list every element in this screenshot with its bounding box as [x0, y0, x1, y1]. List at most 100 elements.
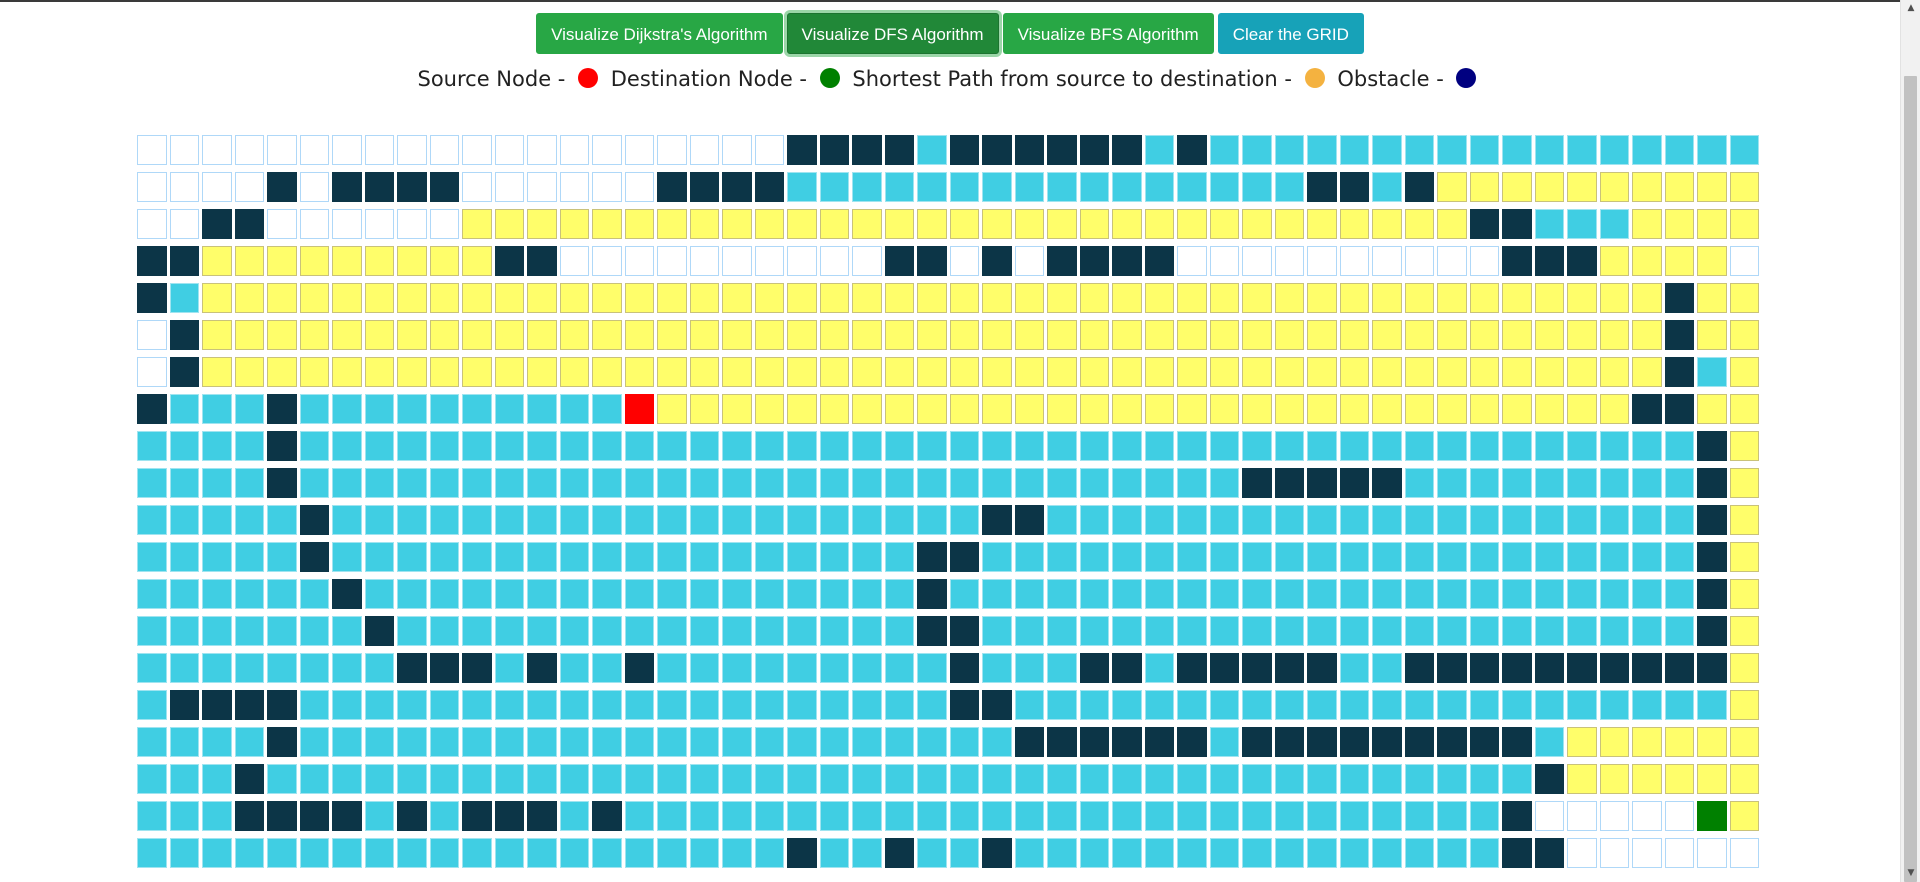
grid-cell-visited[interactable] [852, 579, 882, 609]
grid-cell-visited[interactable] [137, 764, 167, 794]
grid-cell-unvisited[interactable] [722, 246, 752, 276]
grid-cell-visited[interactable] [462, 468, 492, 498]
grid-cell-path[interactable] [1632, 320, 1662, 350]
grid-cell-path[interactable] [787, 394, 817, 424]
grid-cell-visited[interactable] [202, 542, 232, 572]
grid-cell-obstacle[interactable] [234, 690, 264, 720]
grid-cell-visited[interactable] [982, 172, 1012, 202]
grid-cell-visited[interactable] [592, 431, 622, 461]
grid-cell-visited[interactable] [722, 616, 752, 646]
grid-cell-visited[interactable] [1469, 468, 1499, 498]
grid-cell-visited[interactable] [202, 579, 232, 609]
grid-cell-visited[interactable] [852, 431, 882, 461]
grid-cell-path[interactable] [949, 209, 979, 239]
grid-cell-obstacle[interactable] [1112, 135, 1142, 165]
grid-cell-obstacle[interactable] [1144, 727, 1174, 757]
grid-cell-visited[interactable] [1014, 764, 1044, 794]
grid-cell-visited[interactable] [787, 690, 817, 720]
grid-cell-obstacle[interactable] [1242, 468, 1272, 498]
grid-cell-visited[interactable] [1209, 468, 1239, 498]
grid-cell-path[interactable] [299, 283, 329, 313]
grid-cell-path[interactable] [202, 320, 232, 350]
grid-cell-visited[interactable] [1372, 135, 1402, 165]
grid-cell-unvisited[interactable] [592, 135, 622, 165]
grid-cell-visited[interactable] [559, 431, 589, 461]
grid-cell-visited[interactable] [1177, 838, 1207, 868]
grid-cell-visited[interactable] [1567, 616, 1597, 646]
grid-cell-path[interactable] [1534, 394, 1564, 424]
grid-cell-visited[interactable] [689, 505, 719, 535]
grid-cell-visited[interactable] [1242, 764, 1272, 794]
grid-cell-path[interactable] [1534, 320, 1564, 350]
grid-cell-obstacle[interactable] [462, 801, 492, 831]
grid-cell-visited[interactable] [1437, 579, 1467, 609]
grid-cell-obstacle[interactable] [982, 246, 1012, 276]
grid-cell-visited[interactable] [1112, 505, 1142, 535]
grid-cell-visited[interactable] [819, 431, 849, 461]
grid-cell-obstacle[interactable] [1339, 468, 1369, 498]
grid-cell-visited[interactable] [397, 727, 427, 757]
grid-cell-unvisited[interactable] [299, 135, 329, 165]
grid-cell-path[interactable] [592, 320, 622, 350]
grid-cell-visited[interactable] [1242, 616, 1272, 646]
grid-cell-path[interactable] [1502, 172, 1532, 202]
grid-cell-visited[interactable] [1079, 431, 1109, 461]
grid-cell-visited[interactable] [852, 690, 882, 720]
grid-cell-path[interactable] [1209, 320, 1239, 350]
grid-cell-obstacle[interactable] [137, 394, 167, 424]
grid-cell-visited[interactable] [202, 431, 232, 461]
grid-cell-visited[interactable] [787, 542, 817, 572]
grid-cell-path[interactable] [787, 283, 817, 313]
grid-cell-path[interactable] [267, 320, 297, 350]
grid-cell-path[interactable] [982, 209, 1012, 239]
grid-cell-obstacle[interactable] [267, 394, 297, 424]
grid-cell-visited[interactable] [234, 394, 264, 424]
grid-cell-obstacle[interactable] [917, 616, 947, 646]
grid-cell-visited[interactable] [1112, 542, 1142, 572]
grid-cell-path[interactable] [1469, 283, 1499, 313]
grid-cell-visited[interactable] [1177, 801, 1207, 831]
grid-cell-visited[interactable] [169, 653, 199, 683]
grid-cell-visited[interactable] [592, 579, 622, 609]
grid-cell-visited[interactable] [1144, 468, 1174, 498]
grid-cell-visited[interactable] [1209, 431, 1239, 461]
grid-cell-path[interactable] [1112, 283, 1142, 313]
grid-cell-path[interactable] [202, 283, 232, 313]
grid-cell-path[interactable] [624, 320, 654, 350]
grid-cell-path[interactable] [267, 246, 297, 276]
grid-cell-path[interactable] [1047, 283, 1077, 313]
grid-cell-obstacle[interactable] [1632, 653, 1662, 683]
grid-cell-obstacle[interactable] [1404, 727, 1434, 757]
grid-cell-obstacle[interactable] [1534, 246, 1564, 276]
grid-cell-unvisited[interactable] [299, 172, 329, 202]
grid-cell-path[interactable] [1567, 172, 1597, 202]
grid-cell-path[interactable] [1112, 394, 1142, 424]
grid-cell-visited[interactable] [1307, 579, 1337, 609]
grid-cell-visited[interactable] [884, 690, 914, 720]
grid-cell-path[interactable] [754, 357, 784, 387]
grid-cell-visited[interactable] [1632, 690, 1662, 720]
grid-cell-path[interactable] [1632, 764, 1662, 794]
grid-cell-visited[interactable] [1242, 801, 1272, 831]
grid-cell-obstacle[interactable] [1697, 579, 1727, 609]
grid-cell-visited[interactable] [1502, 542, 1532, 572]
grid-cell-visited[interactable] [1177, 616, 1207, 646]
grid-cell-visited[interactable] [1209, 727, 1239, 757]
grid-cell-unvisited[interactable] [234, 135, 264, 165]
grid-cell-visited[interactable] [1274, 690, 1304, 720]
grid-cell-visited[interactable] [754, 801, 784, 831]
grid-cell-unvisited[interactable] [234, 172, 264, 202]
grid-cell-visited[interactable] [527, 616, 557, 646]
grid-cell-unvisited[interactable] [1437, 246, 1467, 276]
grid-cell-visited[interactable] [1014, 468, 1044, 498]
grid-cell-visited[interactable] [429, 431, 459, 461]
grid-cell-visited[interactable] [397, 542, 427, 572]
grid-cell-path[interactable] [1177, 394, 1207, 424]
grid-cell-unvisited[interactable] [559, 172, 589, 202]
grid-cell-visited[interactable] [364, 727, 394, 757]
grid-cell-path[interactable] [1502, 357, 1532, 387]
grid-cell-visited[interactable] [1469, 505, 1499, 535]
grid-cell-visited[interactable] [234, 505, 264, 535]
visualize-dijkstra-button[interactable]: Visualize Dijkstra's Algorithm [536, 13, 783, 54]
grid-cell-visited[interactable] [462, 542, 492, 572]
